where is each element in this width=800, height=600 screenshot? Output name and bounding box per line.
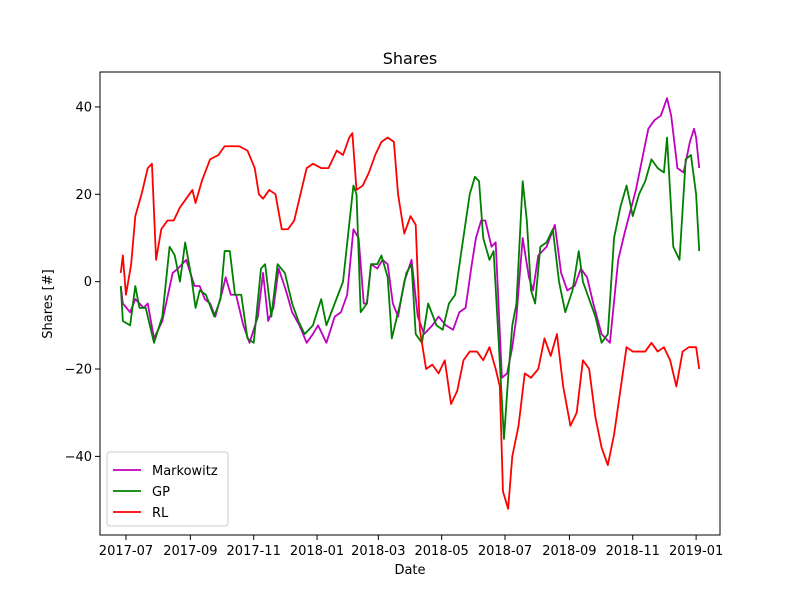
chart-title: Shares: [383, 49, 438, 68]
x-tick-label: 2018-05: [415, 544, 469, 559]
series-line-rl: [119, 132, 701, 510]
legend: Markowitz GP RL: [106, 451, 229, 527]
legend-label-rl: RL: [152, 506, 169, 521]
x-tick-label: 2018-07: [478, 544, 532, 559]
series-layer: [119, 97, 701, 510]
x-tick-label: 2018-01: [290, 544, 344, 559]
y-tick-label: −20: [65, 363, 92, 378]
x-tick-label: 2018-09: [542, 544, 596, 559]
y-tick-label: 20: [75, 188, 92, 203]
x-tick-label: 2019-01: [669, 544, 723, 559]
x-axis-label: Date: [394, 563, 425, 578]
y-axis: 40 20 0 −20 −40: [65, 100, 100, 465]
legend-label-markowitz: Markowitz: [152, 464, 218, 479]
legend-label-gp: GP: [152, 485, 170, 500]
plot-frame: [99, 71, 721, 536]
y-tick-label: 40: [75, 100, 92, 115]
y-tick-label: −40: [65, 450, 92, 465]
x-axis: 2017-07 2017-09 2017-11 2018-01 2018-03 2018-…: [99, 535, 723, 559]
series-line-gp: [119, 136, 701, 440]
y-tick-label: 0: [84, 275, 92, 290]
x-tick-label: 2017-11: [227, 544, 281, 559]
x-tick-label: 2017-07: [99, 544, 153, 559]
y-axis-label: Shares [#]: [41, 269, 56, 338]
x-tick-label: 2018-03: [351, 544, 405, 559]
x-tick-label: 2018-11: [606, 544, 660, 559]
x-tick-label: 2017-09: [163, 544, 217, 559]
